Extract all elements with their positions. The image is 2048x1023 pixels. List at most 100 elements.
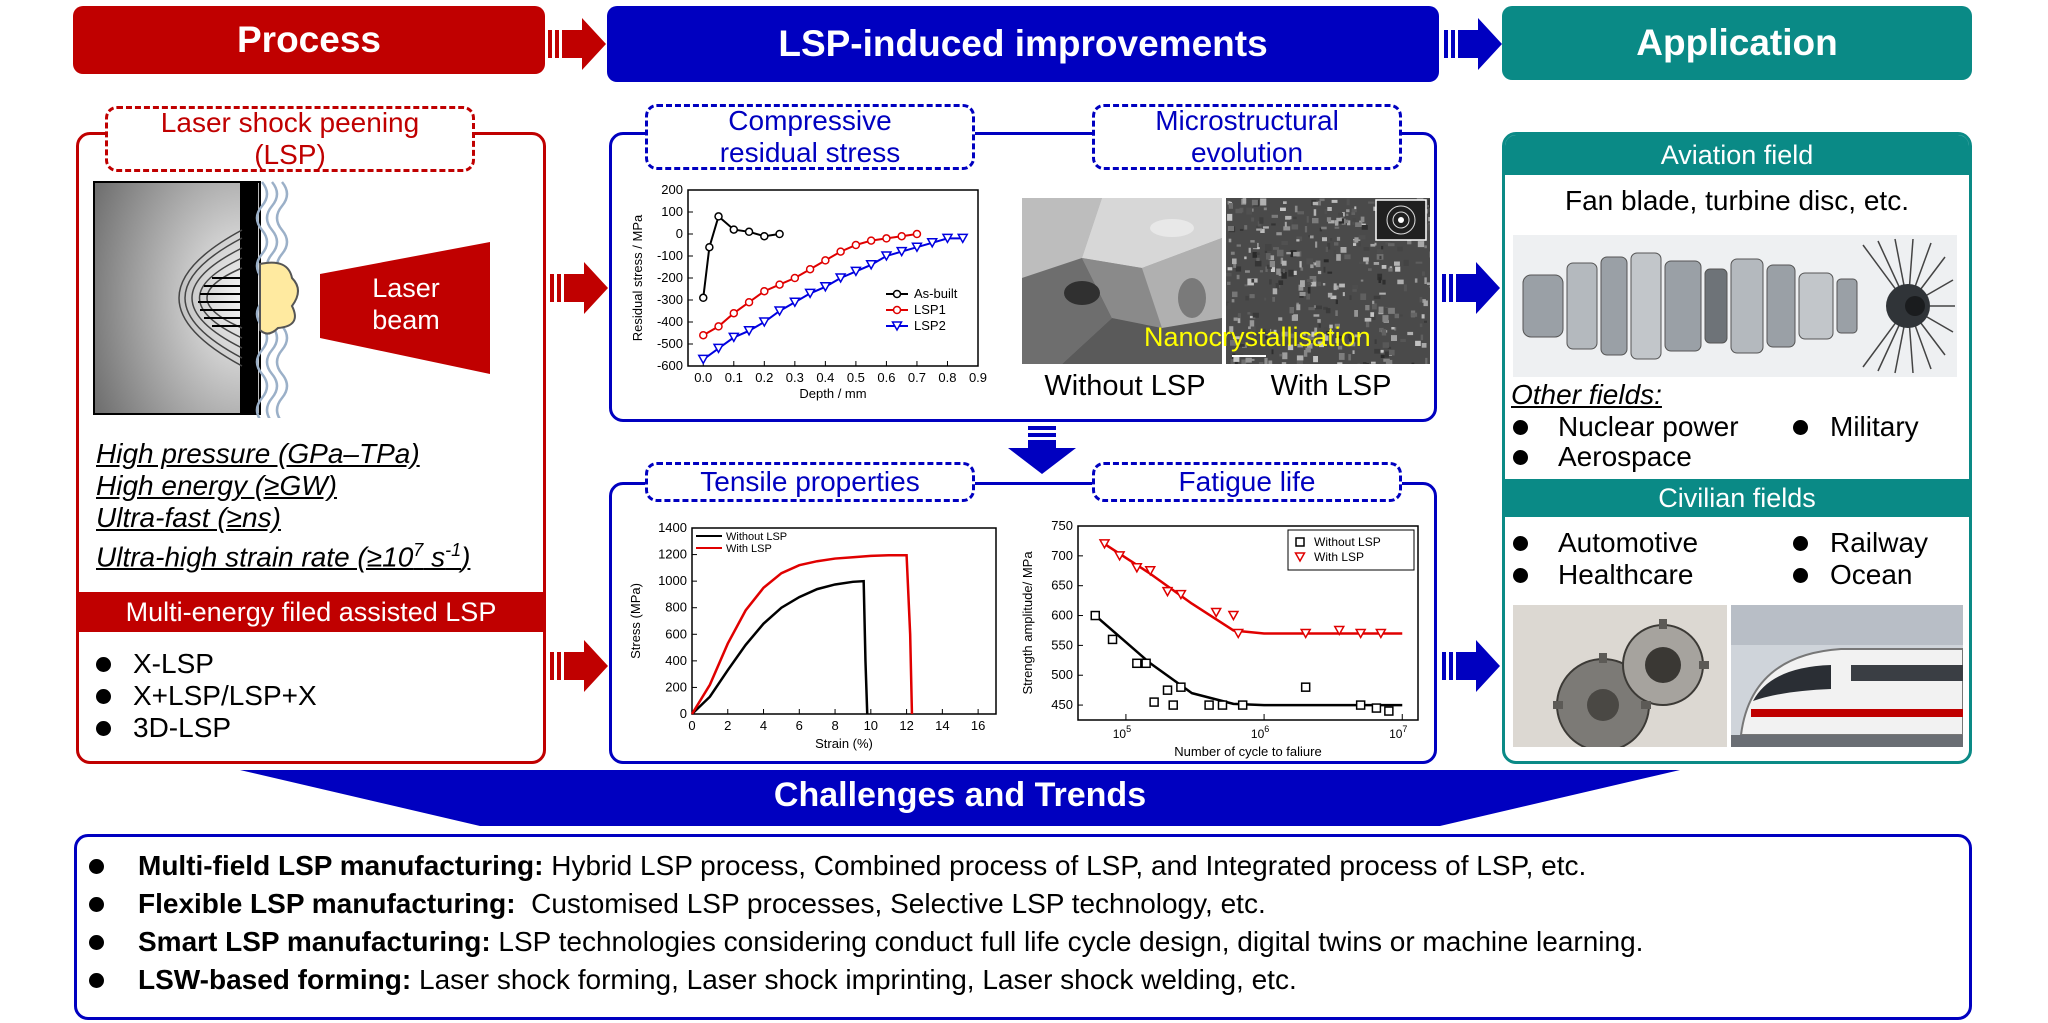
texture-grain: [1382, 342, 1389, 348]
texture-grain: [1425, 357, 1428, 364]
texture-grain: [1407, 331, 1414, 336]
arrow-blue-lower-icon: [1442, 640, 1500, 692]
y-tick-label: 0: [676, 226, 683, 241]
challenge-item-text: Laser shock forming, Laser shock imprint…: [411, 964, 1297, 995]
texture-grain: [1338, 353, 1345, 360]
texture-grain: [1388, 267, 1393, 272]
y-tick-label: 0: [680, 706, 687, 721]
texture-grain: [1351, 212, 1356, 215]
improvements-top-panel: [609, 132, 1437, 422]
texture-grain: [1323, 327, 1328, 333]
data-point: [728, 332, 740, 343]
texture-grain: [1347, 333, 1352, 339]
texture-grain: [1260, 198, 1267, 206]
data-point: [714, 212, 723, 221]
texture-grain: [1245, 270, 1250, 273]
texture-grain: [1263, 207, 1267, 211]
data-point: [744, 297, 754, 307]
texture-grain: [1346, 198, 1350, 206]
bullet-icon: [96, 656, 111, 672]
texture-grain: [1372, 303, 1377, 310]
texture-grain: [1337, 212, 1344, 217]
texture-grain: [1305, 347, 1311, 353]
texture-grain: [1232, 258, 1237, 265]
texture-grain: [1308, 307, 1315, 311]
texture-grain: [1335, 335, 1342, 339]
legend-label: Without LSP: [1314, 535, 1381, 549]
texture-grain: [1303, 332, 1306, 336]
multi-energy-item-label: X+LSP/LSP+X: [133, 680, 317, 711]
texture-grain: [1285, 215, 1292, 220]
y-tick-label: 600: [1051, 608, 1073, 623]
data-point: [790, 273, 800, 283]
texture-grain: [1325, 308, 1331, 314]
texture-grain: [1272, 288, 1278, 295]
x-tick-label: 12: [899, 718, 913, 733]
x-tick-label: 0.9: [969, 370, 987, 385]
data-point: [699, 330, 708, 340]
fatigue-title: Fatigue life: [1178, 466, 1316, 497]
texture-grain: [1429, 251, 1430, 258]
legend-label: LSP2: [914, 318, 946, 333]
gears-image: [1513, 605, 1727, 747]
texture-grain: [1227, 213, 1233, 221]
feature-strain-rate-exp: 7: [413, 540, 424, 560]
texture-grain: [1415, 340, 1421, 346]
legend-marker: [892, 305, 902, 315]
challenge-item-title: Flexible LSP manufacturing:: [138, 888, 516, 919]
data-point: [912, 229, 922, 239]
x-axis-label: Number of cycle to faliure: [1174, 744, 1321, 759]
data-point: [865, 260, 877, 271]
arrow-blue-upper-icon: [1442, 262, 1500, 314]
texture-grain: [1265, 244, 1272, 251]
texture-grain: [1399, 314, 1403, 317]
arrow-improvements-to-application-icon: [1444, 18, 1502, 70]
texture-grain: [1251, 217, 1255, 222]
texture-grain: [1322, 237, 1327, 242]
texture-grain: [1250, 242, 1258, 249]
data-point: [744, 227, 754, 237]
texture-grain: [1365, 305, 1370, 311]
data-point: [789, 297, 801, 308]
texture-grain: [1227, 267, 1233, 271]
texture-grain: [1360, 279, 1364, 282]
texture-grain: [1337, 345, 1343, 350]
texture-grain: [1381, 265, 1387, 269]
texture-grain: [1349, 295, 1352, 300]
texture-grain: [1373, 206, 1378, 211]
texture-grain: [1253, 333, 1259, 336]
texture-grain: [1419, 323, 1423, 328]
texture-grain: [1347, 220, 1351, 226]
texture-grain: [1282, 352, 1288, 360]
texture-grain: [1345, 213, 1349, 216]
challenge-item: LSW-based forming: Laser shock forming, …: [89, 961, 1969, 999]
x-tick-label: 0.1: [725, 370, 743, 385]
texture-grain: [1319, 342, 1324, 348]
texture-grain: [1314, 262, 1317, 266]
texture-grain: [1317, 319, 1321, 323]
y-tick-label: 650: [1051, 578, 1073, 593]
challenge-item-title: Multi-field LSP manufacturing:: [138, 850, 544, 881]
y-tick-label: 750: [1051, 518, 1073, 533]
texture-grain: [1420, 334, 1424, 341]
texture-grain: [1296, 355, 1304, 361]
legend-marker: [1294, 552, 1306, 563]
feature-strain-rate-close: ): [461, 541, 471, 573]
texture-grain: [1275, 341, 1279, 344]
data-point: [1371, 703, 1382, 713]
texture-grain: [1306, 292, 1310, 300]
texture-grain: [1323, 266, 1326, 273]
texture-grain: [1308, 282, 1312, 285]
texture-grain: [1374, 242, 1377, 246]
plasma: [259, 261, 299, 335]
texture-grain: [1376, 248, 1384, 254]
feature-strain-rate-unit-exp: -1: [445, 540, 462, 560]
legend-label: With LSP: [726, 543, 772, 555]
data-point: [804, 288, 816, 299]
legend-marker: [891, 321, 903, 332]
data-point: [1384, 706, 1394, 716]
plot-frame: [1077, 525, 1419, 721]
texture-grain: [1424, 320, 1427, 323]
data-point: [1107, 634, 1118, 645]
x-tick-label: 8: [831, 718, 838, 733]
